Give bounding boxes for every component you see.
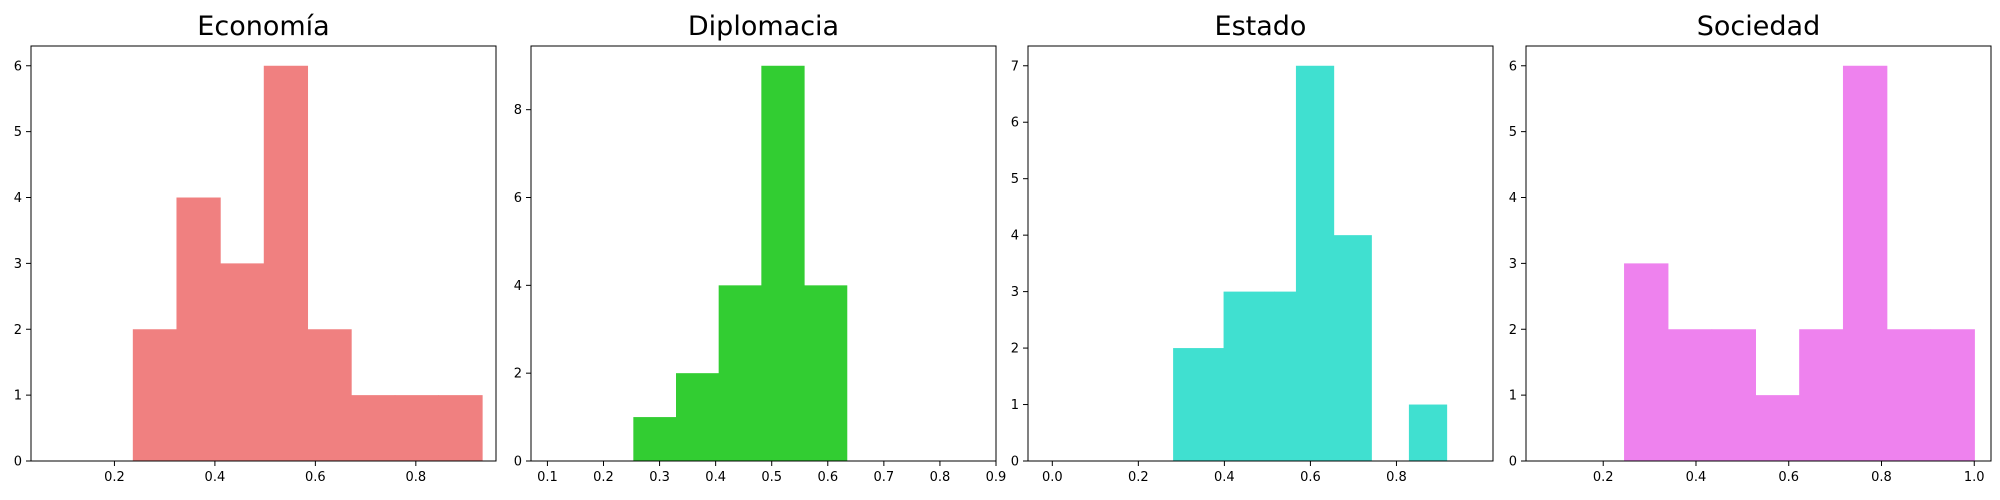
histogram-bar xyxy=(1408,404,1448,461)
x-tick-label: 0.4 xyxy=(1686,470,1707,485)
y-tick-label: 3 xyxy=(1509,257,1517,272)
histogram-bar xyxy=(220,263,265,461)
histogram-bar xyxy=(1223,291,1275,461)
x-tick-label: 0.9 xyxy=(986,470,1007,485)
y-tick-label: 6 xyxy=(1509,59,1517,74)
x-tick-label: 1.0 xyxy=(1964,470,1985,485)
histogram-bar xyxy=(718,285,762,461)
plot-frame xyxy=(30,45,497,462)
x-tick-label: 0.5 xyxy=(761,470,782,485)
y-tick-label: 0 xyxy=(1011,455,1019,470)
histogram-bar xyxy=(1755,395,1800,461)
y-tick-label: 4 xyxy=(1509,191,1517,206)
x-tick-label: 0.6 xyxy=(305,470,326,485)
chart-title: Estado xyxy=(1215,11,1307,42)
chart-panel-3: 0.0 0.2 0.4 0.6 0.8 0 1 2 3 4 5 6 7 Estado xyxy=(1011,11,1494,485)
y-tick-label: 2 xyxy=(14,323,22,338)
x-tick-label: 0.7 xyxy=(874,470,895,485)
histogram-bar xyxy=(1624,263,1669,461)
y-tick-label: 6 xyxy=(1011,116,1019,131)
y-tick-label: 0 xyxy=(514,455,522,470)
histogram-bar xyxy=(633,417,677,461)
histogram-bar xyxy=(394,395,439,461)
y-tick-label: 1 xyxy=(1509,389,1517,404)
histogram-bar xyxy=(307,329,352,461)
histogram-bar xyxy=(1799,329,1844,461)
chart-title: Economía xyxy=(197,11,329,42)
y-tick-label: 0 xyxy=(1509,455,1517,470)
x-tick-label: 0.4 xyxy=(1214,470,1235,485)
y-tick-label: 2 xyxy=(1509,323,1517,338)
y-tick-label: 1 xyxy=(14,389,22,404)
x-tick-label: 0.2 xyxy=(104,470,125,485)
histogram-bar xyxy=(1667,329,1713,461)
y-tick-label: 2 xyxy=(514,367,522,382)
chart-panel-4: 0.2 0.4 0.6 0.8 1.0 0 1 2 3 4 5 6 Sociedad xyxy=(1509,11,1992,485)
chart-title: Diplomacia xyxy=(688,11,839,42)
x-tick-label: 0.3 xyxy=(649,470,670,485)
plot-frame xyxy=(1027,45,1494,462)
histogram-bar xyxy=(1333,235,1372,461)
x-tick-label: 0.4 xyxy=(705,470,726,485)
histogram-bar xyxy=(1886,329,1932,461)
histogram-bar xyxy=(804,285,848,461)
histogram-bars xyxy=(1624,65,1975,461)
histogram-bar xyxy=(1274,291,1297,461)
histogram-bar xyxy=(676,373,720,461)
histogram-bar xyxy=(761,65,805,461)
y-tick-label: 4 xyxy=(1011,229,1019,244)
x-tick-label: 0.0 xyxy=(1042,470,1063,485)
histogram-bars xyxy=(633,65,848,461)
x-tick-label: 0.2 xyxy=(593,470,614,485)
y-tick-label: 3 xyxy=(1011,285,1019,300)
chart-panel-1: 0.2 0.4 0.6 0.8 0 1 2 3 4 5 6 Economía xyxy=(14,11,497,485)
histogram-bar xyxy=(438,395,483,461)
histogram-bar xyxy=(1295,65,1335,461)
x-tick-label: 0.6 xyxy=(1300,470,1321,485)
y-tick-label: 6 xyxy=(514,191,522,206)
x-tick-label: 0.2 xyxy=(1128,470,1149,485)
histogram-bar xyxy=(132,329,178,461)
y-tick-label: 6 xyxy=(14,59,22,74)
histogram-bar xyxy=(1711,329,1756,461)
y-tick-label: 3 xyxy=(14,257,22,272)
y-tick-label: 4 xyxy=(514,279,522,294)
x-tick-label: 0.6 xyxy=(1778,470,1799,485)
chart-title: Sociedad xyxy=(1697,11,1820,42)
plot-frame xyxy=(530,45,997,462)
y-tick-label: 5 xyxy=(14,125,22,140)
y-tick-label: 5 xyxy=(1509,125,1517,140)
histogram-bar xyxy=(1930,329,1975,461)
y-tick-label: 8 xyxy=(514,103,522,118)
y-tick-label: 5 xyxy=(1011,172,1019,187)
y-tick-label: 7 xyxy=(1011,59,1019,74)
histogram-bar xyxy=(263,65,309,461)
histogram-bars xyxy=(132,65,483,461)
y-tick-label: 0 xyxy=(14,455,22,470)
x-tick-label: 0.8 xyxy=(405,470,426,485)
x-tick-label: 0.4 xyxy=(205,470,226,485)
x-tick-label: 0.6 xyxy=(817,470,838,485)
plot-frame xyxy=(1525,45,1992,462)
x-tick-label: 0.8 xyxy=(1386,470,1407,485)
histogram-bar xyxy=(1173,348,1225,461)
y-tick-label: 4 xyxy=(14,191,22,206)
y-tick-label: 2 xyxy=(1011,342,1019,357)
x-tick-label: 0.1 xyxy=(537,470,558,485)
y-tick-label: 1 xyxy=(1011,398,1019,413)
chart-panel-2: 0.1 0.2 0.3 0.4 0.5 0.6 0.7 0.8 0.9 0 2 4 6 8 Diplomac… xyxy=(514,11,1007,485)
x-tick-label: 0.8 xyxy=(930,470,951,485)
histogram-bars xyxy=(1173,65,1448,461)
x-tick-label: 0.2 xyxy=(1593,470,1614,485)
histogram-bar xyxy=(176,197,221,461)
histogram-bar xyxy=(351,395,396,461)
x-tick-label: 0.8 xyxy=(1871,470,1892,485)
histogram-bar xyxy=(1842,65,1888,461)
